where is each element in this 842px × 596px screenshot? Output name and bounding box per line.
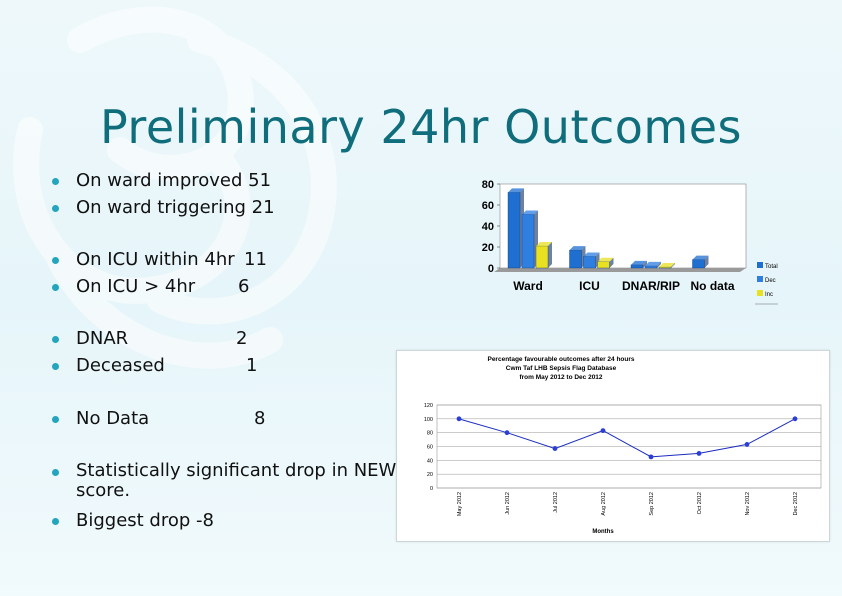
data-point: [744, 442, 750, 447]
bar-top: [631, 260, 647, 265]
bar-top: [583, 252, 600, 257]
x-category-label: ICU: [579, 279, 600, 293]
y-tick-label: 60: [427, 445, 433, 451]
bullet-dot-icon: [52, 469, 59, 476]
bullet-label: Statistically significant drop in NEWS s…: [76, 460, 408, 501]
bullet-dot-icon: [52, 178, 59, 185]
celtic-knot-watermark: [13, 6, 337, 369]
x-axis-title: Months: [592, 529, 614, 535]
bar-top: [522, 210, 538, 215]
bar-top: [536, 241, 552, 246]
y-tick-label: 20: [482, 242, 494, 254]
bar-top: [645, 261, 661, 266]
bullet-dot-icon: [52, 284, 59, 291]
y-tick-label: 80: [482, 179, 494, 191]
x-category-label: DNAR/RIP: [622, 279, 680, 293]
bullet-label: Biggest drop -8: [76, 510, 214, 531]
x-tick-label: May 2012: [457, 492, 463, 516]
bar: [597, 261, 610, 269]
bar-side: [643, 260, 647, 268]
x-tick-label: Nov 2012: [745, 492, 751, 516]
bullet-label: No Data: [76, 408, 150, 429]
chart-title-line: Cwm Taf LHB Sepsis Flag Database: [506, 365, 617, 372]
slide-title: Preliminary 24hr Outcomes: [99, 100, 742, 154]
legend-swatch: [757, 290, 763, 296]
y-tick-label: 20: [427, 472, 433, 478]
x-tick-label: Aug 2012: [601, 492, 607, 516]
bullet-value: 1: [246, 355, 258, 376]
bar: [569, 249, 582, 269]
bullet-dot-icon: [52, 257, 59, 264]
data-point: [552, 446, 558, 451]
x-tick-label: Oct 2012: [697, 492, 703, 514]
bar: [644, 265, 658, 269]
x-tick-label: Dec 2012: [793, 492, 799, 516]
legend-label: Total: [765, 264, 778, 270]
bar-side: [704, 255, 709, 268]
bar: [507, 192, 521, 269]
y-tick-label: 100: [424, 417, 433, 423]
y-tick-label: 40: [427, 458, 433, 464]
bullet-value: 8: [254, 408, 266, 429]
x-category-label: No data: [690, 279, 734, 293]
legend-swatch: [757, 262, 763, 268]
bullet-dot-icon: [52, 416, 59, 423]
chart-title-line: from May 2012 to Dec 2012: [519, 374, 602, 381]
bullet-dot-icon: [52, 518, 59, 525]
bar: [692, 259, 705, 269]
data-point: [456, 416, 462, 422]
bar: [535, 245, 549, 269]
data-point: [504, 430, 510, 436]
bar: [630, 264, 644, 269]
bullet-value: 2: [236, 328, 248, 349]
bar: [521, 214, 535, 269]
bullet-label: On ICU within 4hr: [76, 249, 235, 270]
x-tick-label: Sep 2012: [649, 492, 655, 516]
bullet-dot-icon: [52, 336, 59, 343]
legend-label: Dec: [765, 278, 776, 284]
y-tick-label: 80: [427, 431, 433, 437]
bar-top: [597, 257, 614, 262]
bullet-value: 6: [238, 276, 250, 297]
floor: [494, 268, 746, 272]
x-category-label: Ward: [513, 279, 543, 293]
x-tick-label: Jun 2012: [505, 492, 511, 515]
data-point: [600, 428, 606, 433]
bullet-dot-icon: [52, 205, 59, 212]
bar-side: [657, 261, 661, 268]
bar-side: [548, 241, 552, 268]
bullet-label: On ICU > 4hr: [76, 276, 196, 297]
legend-label: Inc: [765, 292, 773, 298]
y-tick-label: 0: [488, 263, 494, 275]
bar: [583, 256, 596, 269]
data-point: [648, 454, 654, 460]
y-tick-label: 120: [424, 403, 433, 409]
y-tick-label: 60: [482, 200, 494, 212]
bar-side: [609, 257, 614, 268]
bullet-label: On ward triggering 21: [76, 197, 275, 218]
bullet-value: 11: [244, 249, 267, 270]
chart-title-line: Percentage favourable outcomes after 24 …: [487, 356, 634, 363]
bar-top: [692, 255, 709, 260]
y-tick-label: 40: [482, 221, 494, 233]
bullet-label: On ward improved 51: [76, 170, 272, 191]
outcome-bar-chart: 0 20 40 60 80 Ward ICU DNAR/RIP No data Total Dec I…: [482, 179, 778, 305]
data-point: [792, 416, 798, 422]
bar-top: [508, 188, 524, 193]
bar: [658, 266, 672, 269]
x-tick-label: Jul 2012: [553, 492, 559, 513]
legend-swatch: [757, 276, 763, 282]
bullet-dot-icon: [52, 363, 59, 370]
data-point: [696, 451, 702, 456]
bar-top: [659, 262, 675, 267]
y-tick-label: 0: [430, 486, 433, 492]
bullet-label: DNAR: [76, 328, 129, 349]
bullet-label: Deceased: [76, 355, 165, 376]
bar-side: [671, 262, 675, 268]
bar-top: [569, 246, 586, 251]
favourable-outcomes-line-chart: Percentage favourable outcomes after 24 …: [396, 350, 830, 542]
series-line: [458, 418, 796, 458]
